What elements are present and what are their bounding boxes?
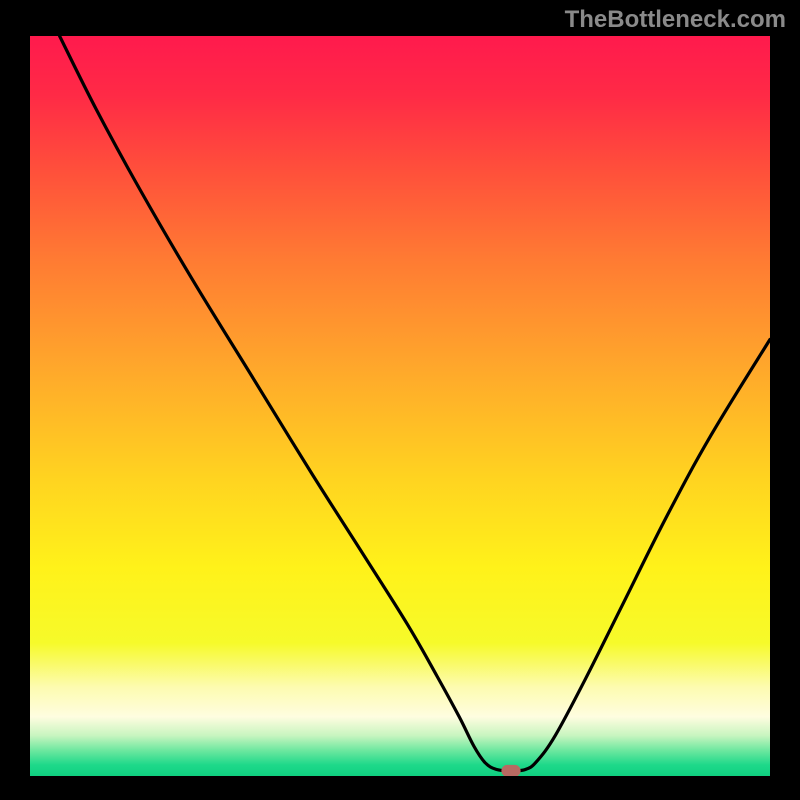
gradient-background (30, 36, 770, 776)
optimal-marker (501, 765, 520, 776)
plot-area (30, 36, 770, 776)
chart-svg (30, 36, 770, 776)
watermark-text: TheBottleneck.com (565, 6, 786, 34)
